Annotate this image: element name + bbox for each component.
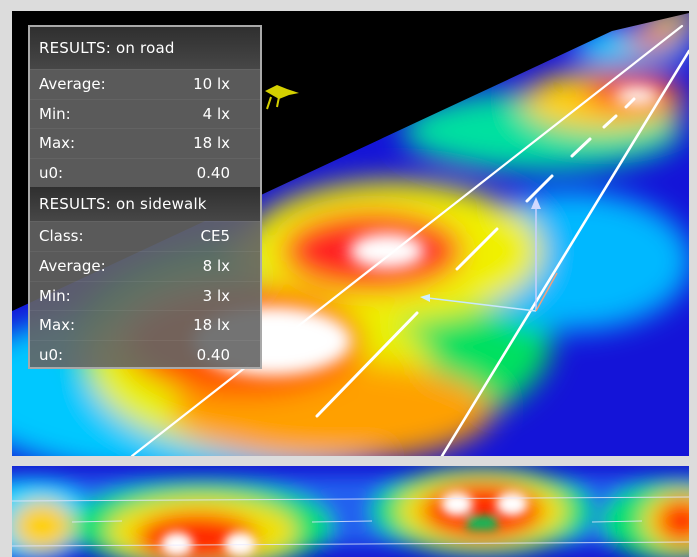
row-label: Average: [39,75,106,93]
row-label: Min: [39,104,71,123]
sidewalk-average-row: Average: 8 lx [30,250,260,281]
sidewalk-class-row: Class: CE5 [30,221,260,251]
row-value: 18 lx [193,134,230,153]
transform-gizmo [420,197,558,312]
row-value: 4 lx [202,104,230,123]
road-u0-row: u0: 0.40 [30,157,260,188]
row-value: 8 lx [202,256,230,275]
luminaire-icon [265,85,299,110]
road-min-row: Min: 4 lx [30,98,260,129]
row-value: CE5 [200,227,231,246]
sidewalk-min-row: Min: 3 lx [30,280,260,311]
row-value: 18 lx [193,316,230,335]
row-value: 0.40 [196,163,230,182]
row-label: Average: [39,256,106,275]
sidewalk-max-row: Max: 18 lx [30,310,260,340]
sidewalk-u0-row: u0: 0.40 [30,339,260,370]
row-label: u0: [39,163,64,182]
row-label: Class: [39,227,84,246]
results-panel: RESULTS: on road Average: 10 lx Min: 4 l… [28,25,262,369]
row-label: Max: [39,316,76,335]
road-average-row: Average: 10 lx [30,69,260,99]
illuminance-heatmap-top [12,466,689,557]
row-value: 3 lx [202,286,230,305]
perspective-view[interactable] [12,11,689,456]
row-label: u0: [39,345,64,364]
road-max-row: Max: 18 lx [30,128,260,158]
sidewalk-results-title: RESULTS: on sidewalk [30,187,260,222]
row-value: 10 lx [193,75,230,93]
road-results-title: RESULTS: on road [30,27,260,69]
row-value: 0.40 [196,345,230,364]
row-label: Max: [39,134,76,153]
illuminance-heatmap-3d [12,13,689,456]
top-view-strip[interactable] [12,466,689,557]
row-label: Min: [39,286,71,305]
